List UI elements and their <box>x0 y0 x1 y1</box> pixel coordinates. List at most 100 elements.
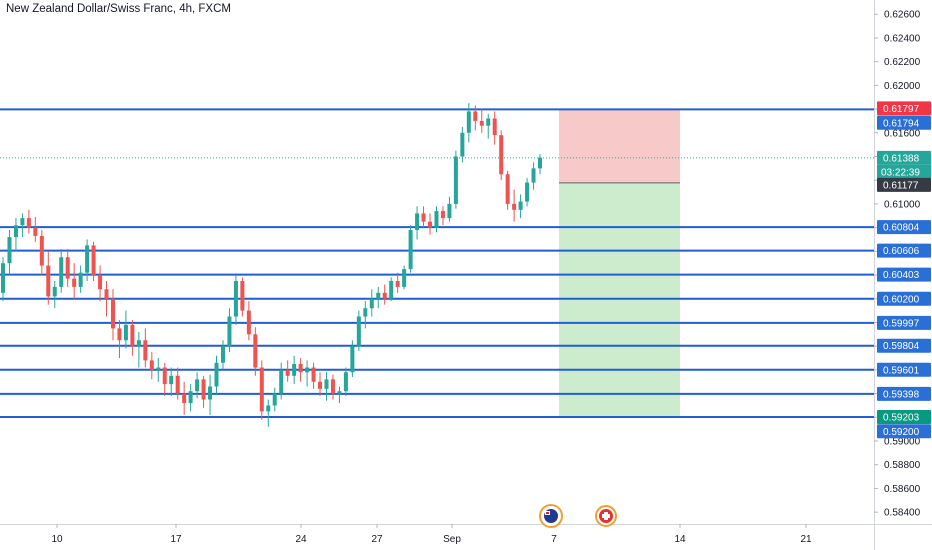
candle-body[interactable] <box>298 363 303 373</box>
x-tick-label: 24 <box>295 534 307 545</box>
candle-body[interactable] <box>324 379 329 389</box>
candle-body[interactable] <box>227 316 232 347</box>
x-tick-label: 17 <box>170 534 182 545</box>
candle-body[interactable] <box>201 379 206 400</box>
candle-body[interactable] <box>492 118 497 136</box>
level-price-tag: 0.60200 <box>877 291 931 306</box>
stop-loss-zone[interactable] <box>559 109 680 183</box>
candle-body[interactable] <box>104 289 109 299</box>
candle-body[interactable] <box>318 381 323 389</box>
candle-body[interactable] <box>7 237 12 264</box>
candle-body[interactable] <box>473 111 478 121</box>
candle-body[interactable] <box>505 174 510 204</box>
candle-body[interactable] <box>195 379 200 392</box>
candle-body[interactable] <box>130 324 135 347</box>
candle-body[interactable] <box>356 316 361 347</box>
candle-body[interactable] <box>330 379 335 394</box>
candle-body[interactable] <box>525 182 530 202</box>
candle-body[interactable] <box>169 375 174 385</box>
candle-body[interactable] <box>311 367 316 382</box>
candle-body[interactable] <box>110 298 115 329</box>
candle-body[interactable] <box>91 245 96 276</box>
level-price-tag-label: 0.60200 <box>883 294 920 305</box>
candle-body[interactable] <box>350 346 355 373</box>
candle-body[interactable] <box>421 213 426 222</box>
candle-body[interactable] <box>214 362 219 387</box>
candle-body[interactable] <box>447 203 452 219</box>
level-price-tag-label: 0.60804 <box>883 223 920 234</box>
candle-body[interactable] <box>531 168 536 183</box>
candle-body[interactable] <box>292 363 297 376</box>
stop-level-price-tag: 0.61794 <box>877 115 931 130</box>
level-price-tag: 0.60403 <box>877 267 931 282</box>
candle-body[interactable] <box>52 286 57 297</box>
candle-body[interactable] <box>156 367 161 370</box>
candle-body[interactable] <box>72 278 77 287</box>
candle-body[interactable] <box>518 201 523 210</box>
candle-body[interactable] <box>279 369 284 394</box>
candle-body[interactable] <box>428 221 433 228</box>
candle-body[interactable] <box>26 218 31 228</box>
stop-price-tag-label: 0.61797 <box>883 104 920 115</box>
candle-body[interactable] <box>162 367 167 385</box>
level-price-tag-label: 0.59601 <box>883 365 920 376</box>
candle-body[interactable] <box>65 257 70 279</box>
candle-body[interactable] <box>123 324 128 341</box>
candle-body[interactable] <box>512 203 517 210</box>
candle-body[interactable] <box>434 211 439 228</box>
candle-body[interactable] <box>272 393 277 406</box>
candle-body[interactable] <box>486 118 491 126</box>
flag-au-icon[interactable] <box>539 504 563 528</box>
candle-body[interactable] <box>46 265 51 297</box>
candle-body[interactable] <box>460 132 465 157</box>
candle-body[interactable] <box>537 157 543 169</box>
flag-ch-icon[interactable] <box>595 505 617 527</box>
candle-body[interactable] <box>0 263 6 293</box>
candle-body[interactable] <box>363 308 368 317</box>
candle-body[interactable] <box>453 156 458 204</box>
candle-body[interactable] <box>369 298 374 309</box>
candle-body[interactable] <box>305 367 310 373</box>
candle-body[interactable] <box>175 375 180 394</box>
candle-body[interactable] <box>376 292 381 299</box>
candle-body[interactable] <box>117 328 122 341</box>
candle-body[interactable] <box>20 218 25 226</box>
candle-body[interactable] <box>59 257 64 287</box>
candle-body[interactable] <box>343 372 348 392</box>
candle-body[interactable] <box>85 245 90 273</box>
candle-body[interactable] <box>78 272 83 287</box>
candle-body[interactable] <box>220 346 225 363</box>
candle-body[interactable] <box>240 280 245 311</box>
candle-body[interactable] <box>479 120 484 126</box>
candle-body[interactable] <box>98 275 103 290</box>
candle-body[interactable] <box>440 211 445 219</box>
candle-body[interactable] <box>259 367 264 412</box>
candle-body[interactable] <box>466 111 471 133</box>
candle-body[interactable] <box>149 360 154 370</box>
take-profit-zone[interactable] <box>559 182 680 417</box>
candle-body[interactable] <box>143 340 148 361</box>
candle-body[interactable] <box>337 391 342 394</box>
candle-body[interactable] <box>408 229 413 270</box>
candle-body[interactable] <box>389 280 394 299</box>
candle-body[interactable] <box>253 334 258 368</box>
candle-body[interactable] <box>246 310 251 335</box>
candle-body[interactable] <box>499 135 504 175</box>
y-tick-label: 0.61600 <box>884 128 921 139</box>
candle-body[interactable] <box>415 213 420 230</box>
candle-body[interactable] <box>402 269 407 287</box>
chart-title: New Zealand Dollar/Swiss Franc, 4h, FXCM <box>6 3 231 15</box>
candle-body[interactable] <box>233 280 238 317</box>
candle-body[interactable] <box>382 292 387 299</box>
candle-body[interactable] <box>208 386 213 400</box>
candle-body[interactable] <box>182 393 187 404</box>
candle-body[interactable] <box>266 405 271 412</box>
candle-body[interactable] <box>39 235 44 266</box>
candle-body[interactable] <box>136 340 141 347</box>
candle-body[interactable] <box>395 280 400 287</box>
candle-body[interactable] <box>285 369 290 376</box>
candle-body[interactable] <box>188 391 193 404</box>
candle-body[interactable] <box>13 225 18 238</box>
candle-body[interactable] <box>33 227 38 236</box>
